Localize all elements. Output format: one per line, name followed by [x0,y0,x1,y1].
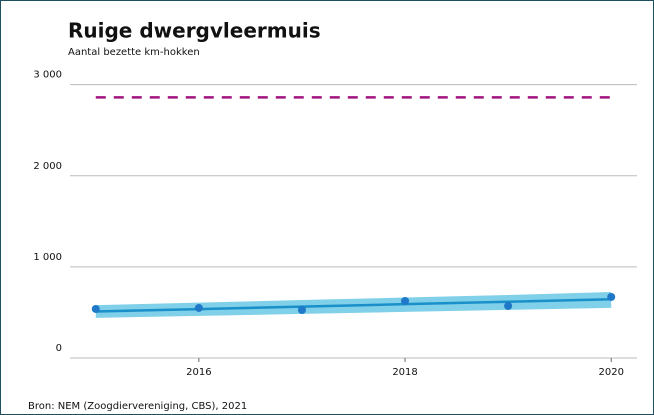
y-tick-label: 3 000 [33,70,62,81]
chart-title: Ruige dwergvleermuis [68,19,321,43]
data-point [194,303,203,312]
data-point [91,304,100,313]
x-tick-label: 2018 [392,367,417,378]
x-tick-label: 2020 [599,367,624,378]
y-tick-label: 0 [56,343,62,354]
x-tick-label: 2016 [186,367,211,378]
source: Bron: NEM (Zoogdiervereniging, CBS), 202… [28,401,247,412]
data-point [401,296,410,305]
chart-subtitle: Aantal bezette km-hokken [68,47,200,58]
data-point [607,292,616,301]
data-point [504,301,513,310]
data-point [297,305,306,314]
trend-line [95,297,612,313]
y-tick-label: 2 000 [33,161,62,172]
y-tick-label: 1 000 [33,252,62,263]
